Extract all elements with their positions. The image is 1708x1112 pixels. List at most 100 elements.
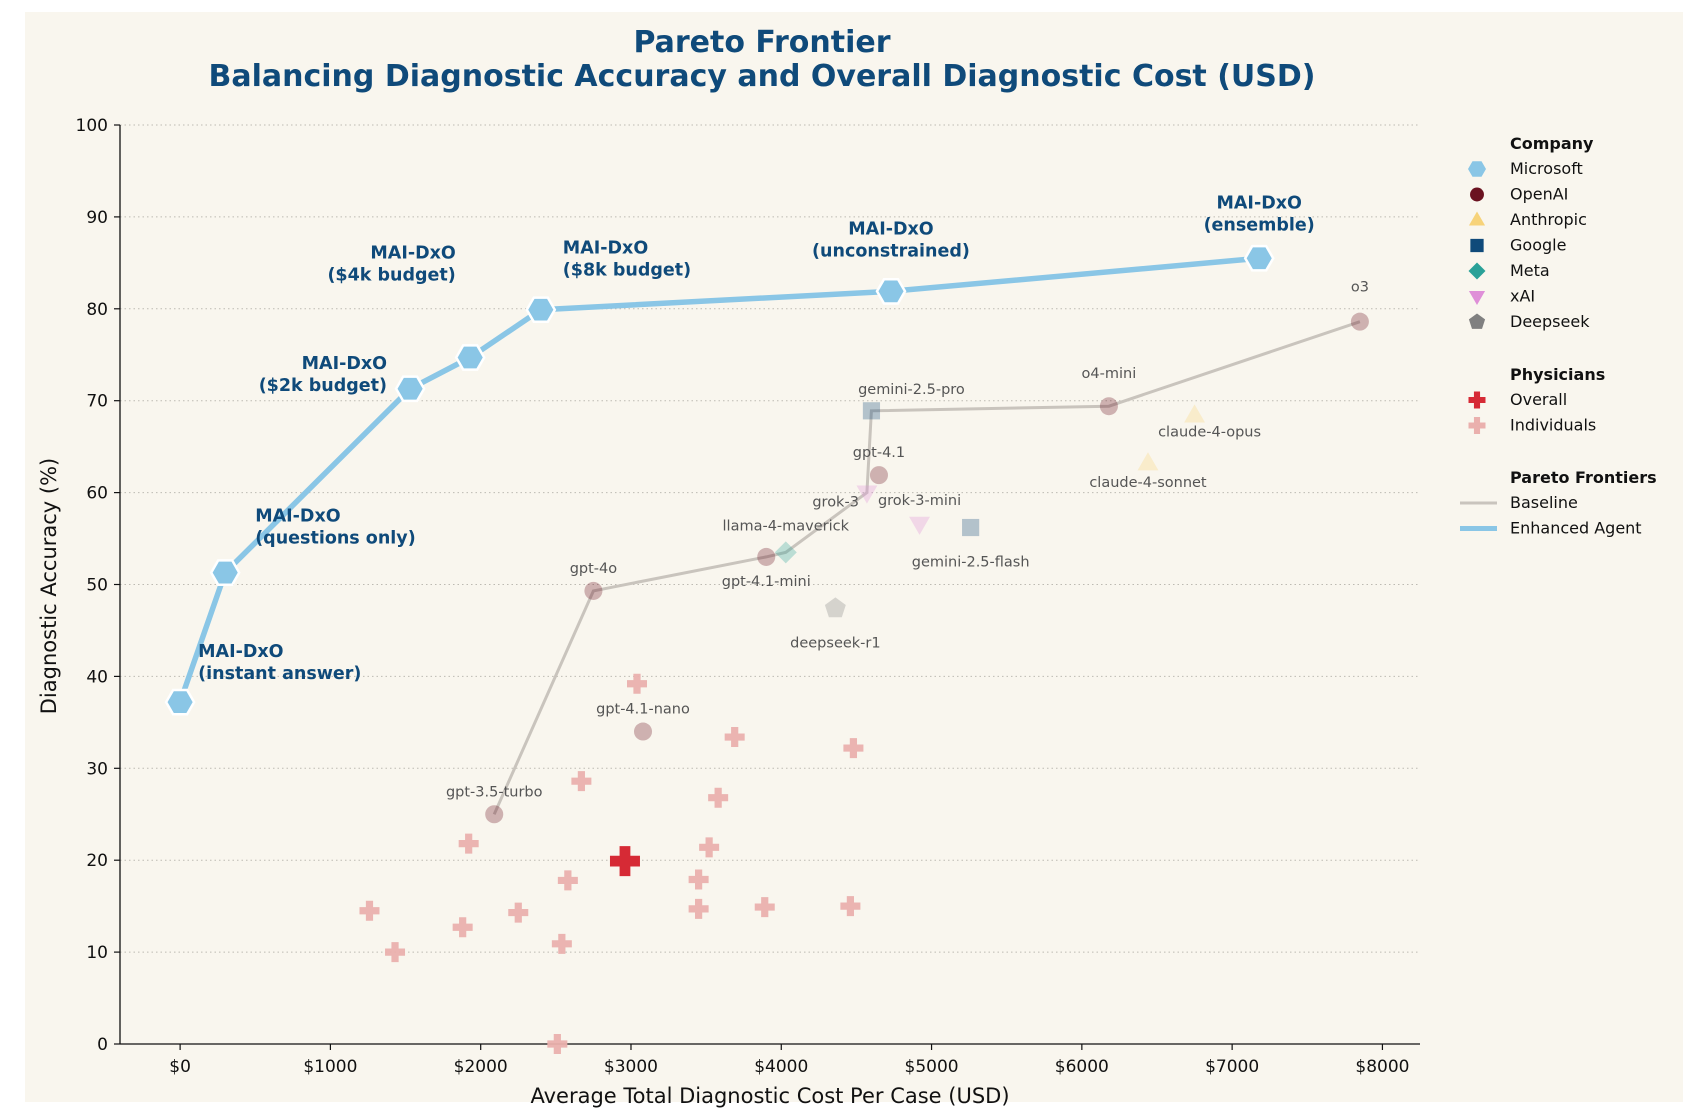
- legend-label: Meta: [1510, 261, 1550, 280]
- legend-label: Deepseek: [1510, 312, 1590, 331]
- physician-individual-point: [688, 898, 709, 919]
- y-tick-label: 0: [97, 1035, 108, 1055]
- x-tick-label: $6000: [1055, 1057, 1109, 1077]
- axes: 0 10 20 30 40 50 60 70 80 90 100 $0 $1000 $2000 $3000 $…: [76, 116, 1420, 1077]
- model-label: claude-4-sonnet: [1089, 475, 1207, 491]
- model-label: claude-4-opus: [1158, 424, 1261, 440]
- legend-marker-xai: [1468, 290, 1486, 305]
- chart-panel: [25, 12, 1683, 1102]
- legend-title-physicians: Physicians: [1510, 365, 1605, 384]
- model-point-grok-3-mini: [909, 516, 930, 535]
- model-point-gpt-4.1-mini: [757, 547, 776, 566]
- mai-dxo-label: MAI-DxO: [255, 507, 340, 527]
- data-marks: [164, 244, 1369, 1054]
- legend-title-company: Company: [1510, 134, 1594, 153]
- chart-title: Pareto Frontier: [633, 25, 890, 60]
- mai-dxo-label: ($8k budget): [563, 261, 691, 281]
- legend-label: Anthropic: [1510, 210, 1587, 229]
- mai-dxo-point: [1243, 244, 1275, 272]
- physician-individual-point: [754, 897, 775, 918]
- mai-dxo-point: [164, 688, 196, 716]
- model-point-o4-mini: [1099, 397, 1118, 416]
- mai-dxo-point: [525, 296, 557, 324]
- model-point-gemini-2.5-flash: [962, 518, 980, 537]
- physician-individual-point: [359, 900, 380, 921]
- point-labels: gpt-3.5-turbo gpt-4o gpt-4.1-nano gpt-4.1-m…: [198, 193, 1369, 800]
- y-tick-label: 70: [86, 392, 108, 412]
- model-label: gpt-4.1-nano: [596, 702, 690, 718]
- physician-individual-point: [557, 870, 578, 891]
- physician-overall-point: [609, 846, 640, 877]
- mai-dxo-label: MAI-DxO: [302, 354, 387, 374]
- physician-individual-point: [385, 942, 406, 963]
- y-tick-label: 40: [86, 667, 108, 687]
- mai-dxo-point: [454, 344, 486, 371]
- physician-individual-point: [547, 1034, 568, 1054]
- x-tick-label: $1000: [303, 1057, 357, 1077]
- y-axis-label: Diagnostic Accuracy (%): [37, 458, 61, 714]
- model-point-gemini-2.5-pro: [862, 402, 881, 420]
- mai-dxo-label: (questions only): [255, 529, 416, 549]
- mai-dxo-label: (ensemble): [1204, 215, 1315, 235]
- model-point-gpt-3.5-turbo: [485, 805, 504, 824]
- physician-individual-point: [724, 727, 745, 748]
- model-label: gpt-4o: [570, 561, 618, 577]
- physician-individual-point: [458, 833, 479, 854]
- y-tick-label: 80: [86, 300, 108, 320]
- model-label: grok-3-mini: [878, 493, 961, 509]
- model-point-grok-3: [856, 485, 878, 504]
- legend-label: Enhanced Agent: [1510, 519, 1642, 538]
- physician-individual-point: [843, 738, 864, 759]
- legend-marker-meta: [1468, 262, 1486, 280]
- mai-dxo-label: MAI-DxO: [1216, 193, 1301, 213]
- mai-dxo-label: (unconstrained): [812, 241, 970, 261]
- model-point-gpt-4o: [584, 581, 603, 600]
- x-tick-label: $2000: [454, 1057, 508, 1077]
- physician-individual-point: [708, 787, 729, 808]
- legend-marker-anthropic: [1468, 211, 1486, 226]
- y-tick-label: 60: [86, 484, 108, 504]
- mai-dxo-label: MAI-DxO: [563, 239, 648, 259]
- legend-marker-physician: [1468, 391, 1486, 409]
- model-label: gpt-4.1-mini: [722, 574, 811, 590]
- mai-dxo-label: MAI-DxO: [198, 642, 283, 662]
- model-label: deepseek-r1: [790, 635, 880, 651]
- y-tick-label: 10: [86, 943, 108, 963]
- physician-individual-point: [840, 896, 861, 917]
- mai-dxo-label: ($4k budget): [327, 266, 455, 286]
- mai-dxo-point: [875, 277, 907, 305]
- chart-subtitle: Balancing Diagnostic Accuracy and Overal…: [209, 59, 1316, 94]
- legend-label: Baseline: [1510, 493, 1578, 512]
- x-tick-label: $0: [169, 1057, 191, 1077]
- x-tick-label: $8000: [1355, 1057, 1409, 1077]
- model-label: gemini-2.5-flash: [912, 555, 1030, 571]
- physician-individual-point: [571, 771, 592, 792]
- legend-marker-physician: [1468, 417, 1486, 434]
- physician-individual-point: [452, 917, 473, 938]
- y-tick-label: 90: [86, 208, 108, 228]
- model-point-claude-4-sonnet: [1137, 452, 1159, 471]
- legend-label: OpenAI: [1510, 185, 1568, 204]
- mai-dxo-label: (instant answer): [198, 664, 361, 684]
- grid-lines: [120, 124, 1420, 953]
- y-tick-label: 30: [86, 759, 108, 779]
- legend-label: Microsoft: [1510, 159, 1583, 178]
- legend-marker-microsoft: [1468, 161, 1486, 177]
- legend-marker-google: [1470, 238, 1484, 253]
- physician-individual-point: [551, 933, 572, 954]
- mai-dxo-label: MAI-DxO: [848, 219, 933, 239]
- x-tick-label: $3000: [604, 1057, 658, 1077]
- model-label: o4-mini: [1082, 366, 1137, 382]
- legend-label: Individuals: [1510, 416, 1596, 435]
- legend-label: Google: [1510, 236, 1566, 255]
- model-label: llama-4-maverick: [723, 518, 850, 534]
- y-tick-label: 20: [86, 851, 108, 871]
- legend-marker-openai: [1470, 187, 1484, 202]
- legend: Company Microsoft OpenAI Anthropic Google Met…: [1460, 134, 1657, 538]
- mai-dxo-label: MAI-DxO: [370, 244, 455, 264]
- model-point-o3: [1350, 312, 1369, 331]
- model-point-llama-4-maverick: [774, 541, 797, 564]
- mai-dxo-label: ($2k budget): [259, 376, 387, 396]
- baseline-frontier-line: [492, 320, 1361, 815]
